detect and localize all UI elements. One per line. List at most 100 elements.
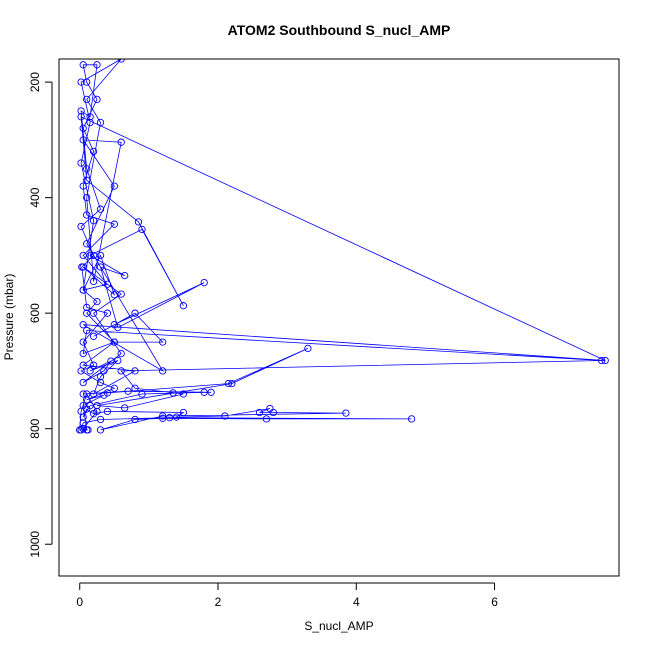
data-point [221,412,229,420]
data-point [138,225,146,234]
data-point [117,367,125,375]
data-point [107,357,115,365]
data-point [110,220,118,228]
data-point [255,408,264,417]
data-point [117,59,125,63]
data-point [83,193,91,202]
data-point [89,277,98,286]
data-point [83,309,91,317]
data-point [78,263,86,271]
data-point [83,326,91,335]
data-point [93,401,101,410]
data-point [79,61,87,69]
data-point [110,291,118,299]
data-point [77,107,85,115]
data-point [89,309,98,317]
data-point [200,388,208,396]
data-point [179,390,188,398]
x-tick-label: 4 [353,595,360,609]
data-point [89,217,98,225]
data-point [159,338,167,346]
series-line [79,59,606,431]
data-point [96,251,105,260]
x-axis: 0 2 4 6 [76,582,498,609]
data-point [96,426,105,434]
plot-frame [58,58,620,577]
data-point [79,349,87,358]
data-point [117,349,125,358]
data-point [86,118,94,127]
data-point [224,379,233,388]
data-point [131,384,139,392]
data-point [84,426,92,434]
data-point [121,404,129,412]
data-point [103,309,112,317]
x-tick-label: 2 [215,595,222,609]
data-point [79,124,87,132]
data-point [79,338,87,346]
data-point [83,390,91,398]
data-point [110,182,118,190]
data-point [100,391,108,399]
data-point [83,95,91,104]
data-point [77,159,85,167]
data-point [83,78,91,86]
data-point [110,338,118,346]
data-point [86,367,94,375]
data-point [93,61,101,69]
data-point [114,323,122,332]
data-point [159,414,167,422]
data-point [124,387,132,395]
x-tick-label: 0 [76,595,83,609]
data-point [79,321,87,329]
data-point [89,332,98,340]
data-point [117,138,125,146]
data-point [79,419,87,427]
data-point [79,286,87,294]
data-point [159,367,167,375]
x-axis-label: S_nucl_AMP [304,619,373,633]
data-point [77,367,85,375]
data-point [96,373,105,381]
y-tick-label: 1000 [28,531,42,558]
data-point [79,425,87,433]
data-point [93,407,101,416]
data-point [159,412,167,420]
y-tick-label: 200 [28,72,42,92]
data-point [96,263,105,271]
data-point [76,426,84,434]
data-point [304,344,312,353]
data-point [110,384,118,392]
data-point [342,409,350,417]
data-point [96,118,105,127]
data-point [131,367,139,375]
data-point [77,78,85,86]
data-point [96,378,105,387]
data-point [200,278,208,287]
x-tick-label: 6 [491,595,498,609]
data-point [117,290,125,298]
data-point [100,367,108,375]
data-point [83,165,91,173]
data-point [83,396,91,404]
data-point [169,389,177,397]
data-point [131,415,139,424]
data-point [89,390,98,398]
chart-title: ATOM2 Southbound S_nucl_AMP [228,22,451,38]
data-point [179,408,188,417]
data-point [79,182,87,190]
data-point [407,415,416,423]
data-point [262,415,271,423]
y-tick-label: 400 [28,187,42,207]
data-point [103,407,112,416]
data-point [77,113,85,121]
y-tick-label: 600 [28,303,42,323]
data-point [93,297,101,306]
data-point [79,136,87,144]
data-point [79,378,87,387]
data-point [138,390,146,398]
data-point [96,205,105,213]
data-point [103,280,112,288]
